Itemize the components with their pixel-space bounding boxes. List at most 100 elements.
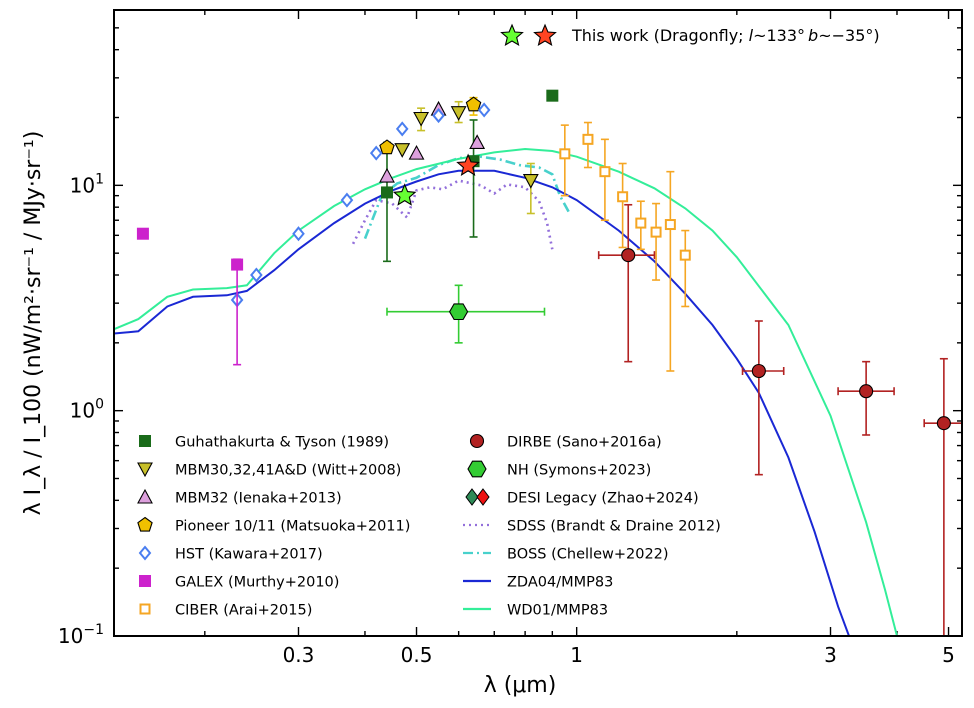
annotation-star-red [533, 23, 557, 47]
legend-entry-chellew: BOSS (Chellew+2022) [463, 547, 669, 563]
annotation-text: This work (Dragonfly; l~133° b~−35°) [571, 26, 880, 45]
witt-point [413, 111, 430, 127]
legend-label: DIRBE (Sano+2016a) [507, 435, 662, 451]
matsuoka-point [465, 96, 482, 112]
sano-point [751, 363, 766, 379]
annotation-star-green [500, 23, 524, 47]
legend-marker [137, 488, 153, 504]
curve-chellew [363, 155, 571, 240]
series-sano [597, 203, 962, 636]
arai-point [635, 217, 647, 229]
legend-marker [137, 462, 153, 478]
legend-label: CIBER (Arai+2015) [175, 603, 312, 619]
arai-point [582, 133, 594, 145]
kawara-point [250, 267, 263, 283]
legend-entry-wd01: WD01/MMP83 [463, 603, 608, 619]
legend-entry-matsuoka: Pioneer 10/11 (Matsuoka+2011) [137, 516, 410, 535]
kawara-point [292, 226, 305, 242]
legend-label: Pioneer 10/11 (Matsuoka+2011) [175, 519, 410, 535]
arai-point [599, 166, 611, 178]
curve-zda04 [114, 169, 850, 636]
guhathakurta-point [546, 89, 559, 102]
series-ienaka [379, 100, 486, 183]
model-curves [114, 147, 898, 636]
ienaka-point [408, 144, 425, 160]
legend-entry-brandt: SDSS (Brandt & Draine 2012) [463, 519, 721, 535]
x-tick-label: 0.3 [283, 643, 315, 667]
legend-entry-arai: CIBER (Arai+2015) [139, 603, 312, 619]
kawara-point [477, 102, 491, 118]
witt-point [522, 174, 539, 189]
arai-point [664, 219, 676, 231]
legend-entry-zhao: DESI Legacy (Zhao+2024) [465, 488, 699, 507]
x-tick-label: 5 [942, 643, 955, 667]
guhathakurta-point [380, 186, 393, 199]
y-tick-label: 10−1 [58, 622, 104, 648]
sano-point [936, 416, 951, 431]
legend-label: ZDA04/MMP83 [507, 575, 613, 591]
legend-entry-witt: MBM30,32,41A&D (Witt+2008) [137, 462, 401, 479]
legend-diamond-red [476, 488, 490, 506]
sano-point [859, 384, 874, 399]
legend-label: HST (Kawara+2017) [175, 547, 323, 563]
arai-point [617, 191, 629, 203]
legend-marker [469, 433, 485, 449]
series-dragonfly [392, 153, 480, 206]
arai-point [650, 226, 662, 238]
legend-label: MBM32 (Ienaka+2013) [175, 491, 342, 507]
series-arai [559, 121, 691, 372]
legend-label: MBM30,32,41A&D (Witt+2008) [175, 463, 401, 479]
legend-diamond-green [465, 488, 479, 506]
legend-entry-sano: DIRBE (Sano+2016a) [469, 433, 662, 451]
legend-label: BOSS (Chellew+2022) [507, 547, 669, 563]
series-matsuoka [379, 96, 482, 155]
legend-entry-ienaka: MBM32 (Ienaka+2013) [137, 488, 342, 507]
series-symons [386, 284, 546, 344]
witt-point [450, 106, 467, 121]
ienaka-point [469, 134, 486, 150]
annotation-markers [500, 23, 557, 47]
legend-entry-guhathakurta: Guhathakurta & Tyson (1989) [139, 435, 389, 451]
legend-marker [137, 516, 153, 532]
legend-label: GALEX (Murthy+2010) [175, 575, 339, 591]
legend-label: DESI Legacy (Zhao+2024) [507, 491, 699, 507]
x-tick-label: 1 [570, 643, 583, 667]
witt-point [394, 143, 411, 158]
arai-point [559, 148, 571, 160]
annotation: This work (Dragonfly; l~133° b~−35°) [500, 23, 880, 47]
curve-wd01 [114, 147, 898, 636]
legend: Guhathakurta & Tyson (1989) MBM30,32,41A&… [137, 433, 721, 619]
kawara-point [369, 145, 383, 161]
legend-label: WD01/MMP83 [507, 603, 608, 619]
series-guhathakurta [380, 89, 559, 263]
legend-marker [138, 545, 152, 561]
matsuoka-point [379, 139, 395, 155]
legend-label: SDSS (Brandt & Draine 2012) [507, 519, 721, 535]
murthy-point [136, 227, 149, 240]
legend-marker [139, 603, 151, 615]
y-axis-label: λ I_λ / I_100 (nW/m²·sr⁻¹ / MJy·sr⁻¹) [21, 131, 46, 516]
ienaka-point [379, 167, 395, 183]
legend-entry-symons: NH (Symons+2023) [467, 460, 651, 479]
y-tick-label: 101 [70, 171, 104, 197]
series-witt [394, 100, 539, 215]
kawara-point [432, 108, 445, 124]
legend-marker [139, 575, 151, 587]
murthy-point [231, 258, 244, 271]
axes-layer: 0.3 0.5 1 3 5 10−1 100 101 [58, 9, 962, 667]
plot-frame [113, 9, 963, 637]
symons-point [448, 303, 469, 321]
legend-entry-zda04: ZDA04/MMP83 [463, 575, 613, 591]
series-murthy [136, 227, 244, 366]
legend-label: Guhathakurta & Tyson (1989) [175, 435, 389, 451]
dragonfly-point [456, 153, 480, 176]
sano-point [621, 248, 636, 263]
legend-entry-kawara: HST (Kawara+2017) [138, 545, 323, 563]
arai-point [679, 249, 691, 261]
x-axis-label: λ (μm) [484, 673, 557, 698]
curve-brandt [351, 179, 554, 250]
x-tick-label: 0.5 [401, 643, 433, 667]
legend-entry-murthy: GALEX (Murthy+2010) [139, 575, 339, 591]
legend-marker [467, 460, 487, 478]
